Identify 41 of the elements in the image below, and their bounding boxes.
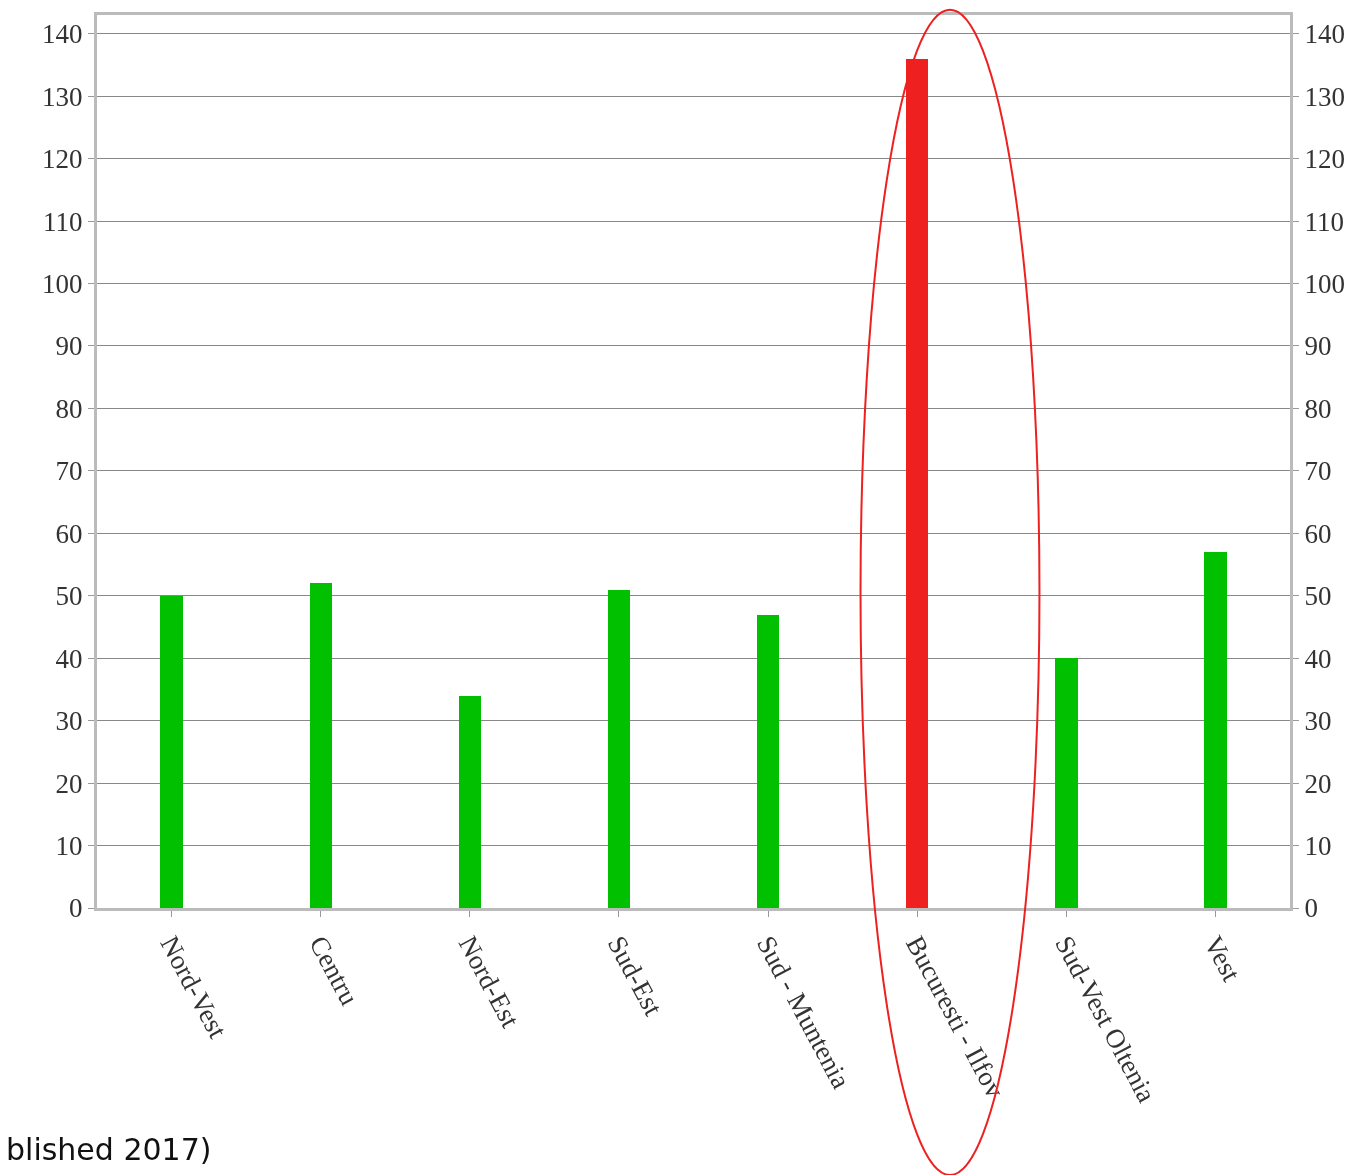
y-tick-label: 140 — [42, 19, 83, 50]
y2-tick-label: 50 — [1304, 581, 1332, 612]
y2-tick-label: 90 — [1304, 331, 1332, 362]
bar — [160, 596, 183, 908]
y2-tick-label: 130 — [1304, 81, 1345, 112]
y2-tick-label: 20 — [1304, 768, 1332, 799]
y2-tick-label: 80 — [1304, 393, 1332, 424]
y-tick-label: 0 — [69, 893, 83, 924]
y2-tick-label: 70 — [1304, 456, 1332, 487]
y2-tick-label: 0 — [1304, 893, 1318, 924]
y2-tick-label: 100 — [1304, 268, 1345, 299]
y-tick-label: 110 — [43, 206, 83, 237]
text: blished 2017) — [6, 1132, 212, 1167]
bar — [459, 696, 481, 908]
y2-tick-label: 110 — [1304, 206, 1344, 237]
y-tick-label: 40 — [55, 643, 83, 674]
bar — [1055, 658, 1078, 908]
y-tick-label: 100 — [42, 268, 83, 299]
x-tick-label: Vest — [1198, 930, 1247, 987]
y-tick-label: 10 — [55, 831, 83, 861]
bar — [906, 59, 928, 908]
y-tick-label: 90 — [55, 331, 83, 362]
y2-tick-label: 40 — [1304, 643, 1332, 674]
y2-tick-label: 30 — [1304, 706, 1332, 737]
y-tick-label: 120 — [42, 144, 83, 175]
y-tick-label: 30 — [55, 706, 83, 737]
y2-tick-label: 10 — [1304, 831, 1332, 861]
x-tick-label: Centru — [303, 930, 365, 1011]
y-tick-label: 80 — [55, 393, 83, 424]
y-tick-label: 20 — [55, 768, 83, 799]
y2-tick-label: 60 — [1304, 518, 1332, 549]
y-tick-label: 60 — [55, 518, 83, 549]
bar — [757, 615, 779, 908]
y2-tick-label: 120 — [1304, 144, 1345, 175]
bar — [608, 590, 630, 908]
y2-tick-label: 140 — [1304, 19, 1345, 50]
y-tick-label: 130 — [42, 81, 83, 112]
y-tick-label: 50 — [55, 581, 83, 612]
bar — [310, 583, 332, 908]
bar — [1204, 552, 1227, 908]
y-tick-label: 70 — [55, 456, 83, 487]
